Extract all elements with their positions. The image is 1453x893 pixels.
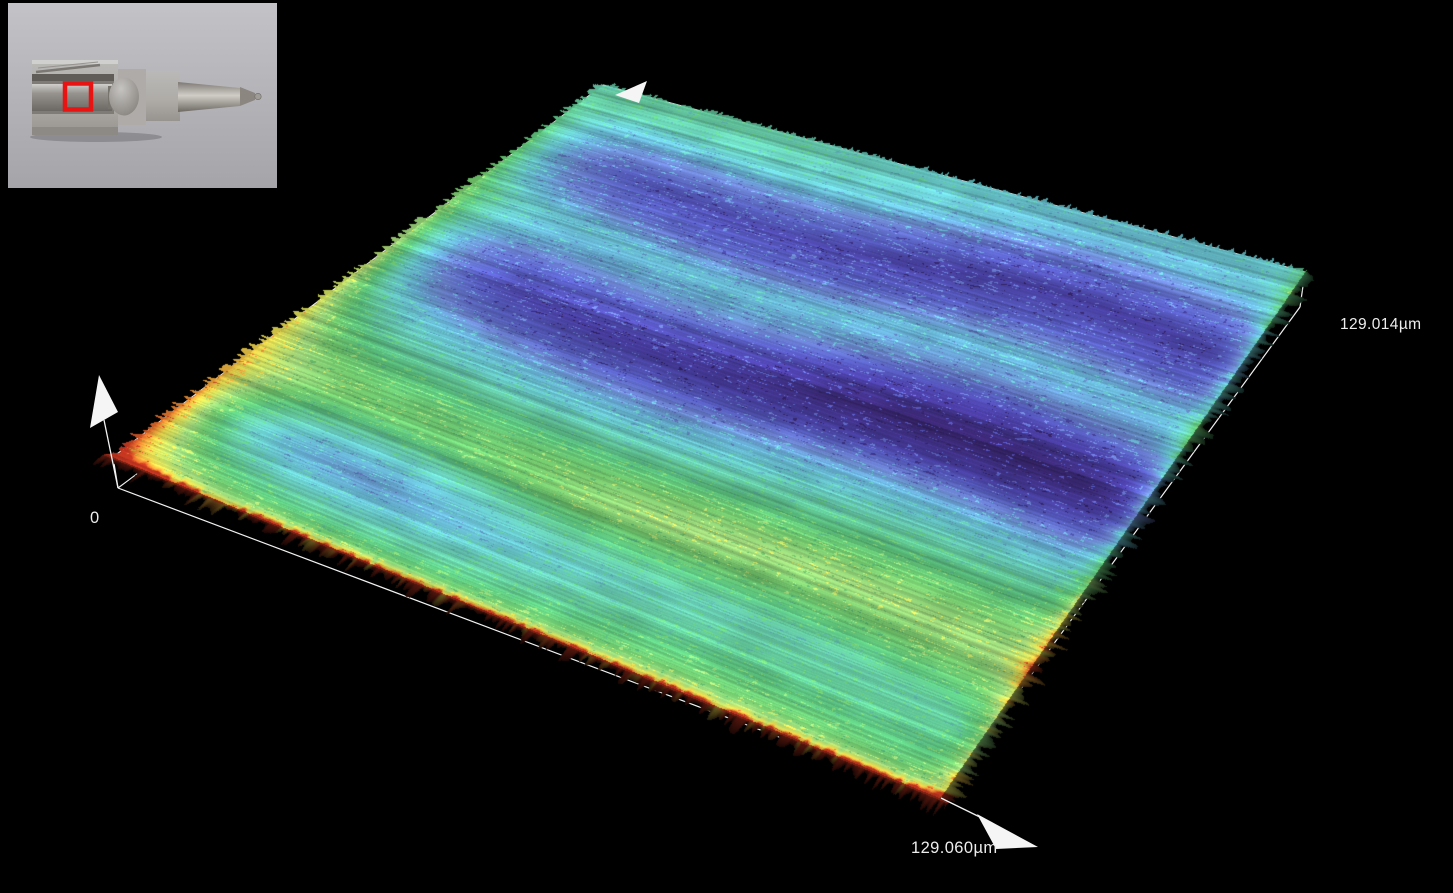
nozzle-tip-nub [254,93,262,101]
x-axis-extension-line [940,797,993,824]
nozzle-pintle-ball [109,77,139,116]
measurement-area-marker [62,81,94,112]
box-edge-top-right [602,84,1306,273]
z-axis-line [103,419,119,489]
nozzle-needle [32,84,112,111]
nozzle-port-line-2 [37,61,99,69]
y-axis-extent-label: 129.014µm [1340,316,1422,333]
nozzle-shaft [178,82,240,112]
box-edge-right-vertical [1299,271,1306,308]
y-axis-arrow-icon [615,81,647,103]
x-axis-extent-label: 129.060µm [911,839,998,857]
box-edge-front-right [940,306,1301,799]
box-edge-bottom-back-stub [117,436,187,489]
z-axis-arrow-icon [90,375,118,428]
box-edge-left-vertical [112,456,119,489]
nozzle-body-highlight [32,60,118,64]
box-edge-front-left [117,487,942,799]
specimen-photo-inset [8,3,277,188]
nozzle-slot-shadow [32,74,114,81]
z-axis-origin-label: 0 [90,509,100,527]
nozzle-body-base-shade [32,127,118,135]
nozzle-tip [240,87,255,106]
nozzle-collar [146,71,180,121]
nozzle-port-line [35,63,101,74]
